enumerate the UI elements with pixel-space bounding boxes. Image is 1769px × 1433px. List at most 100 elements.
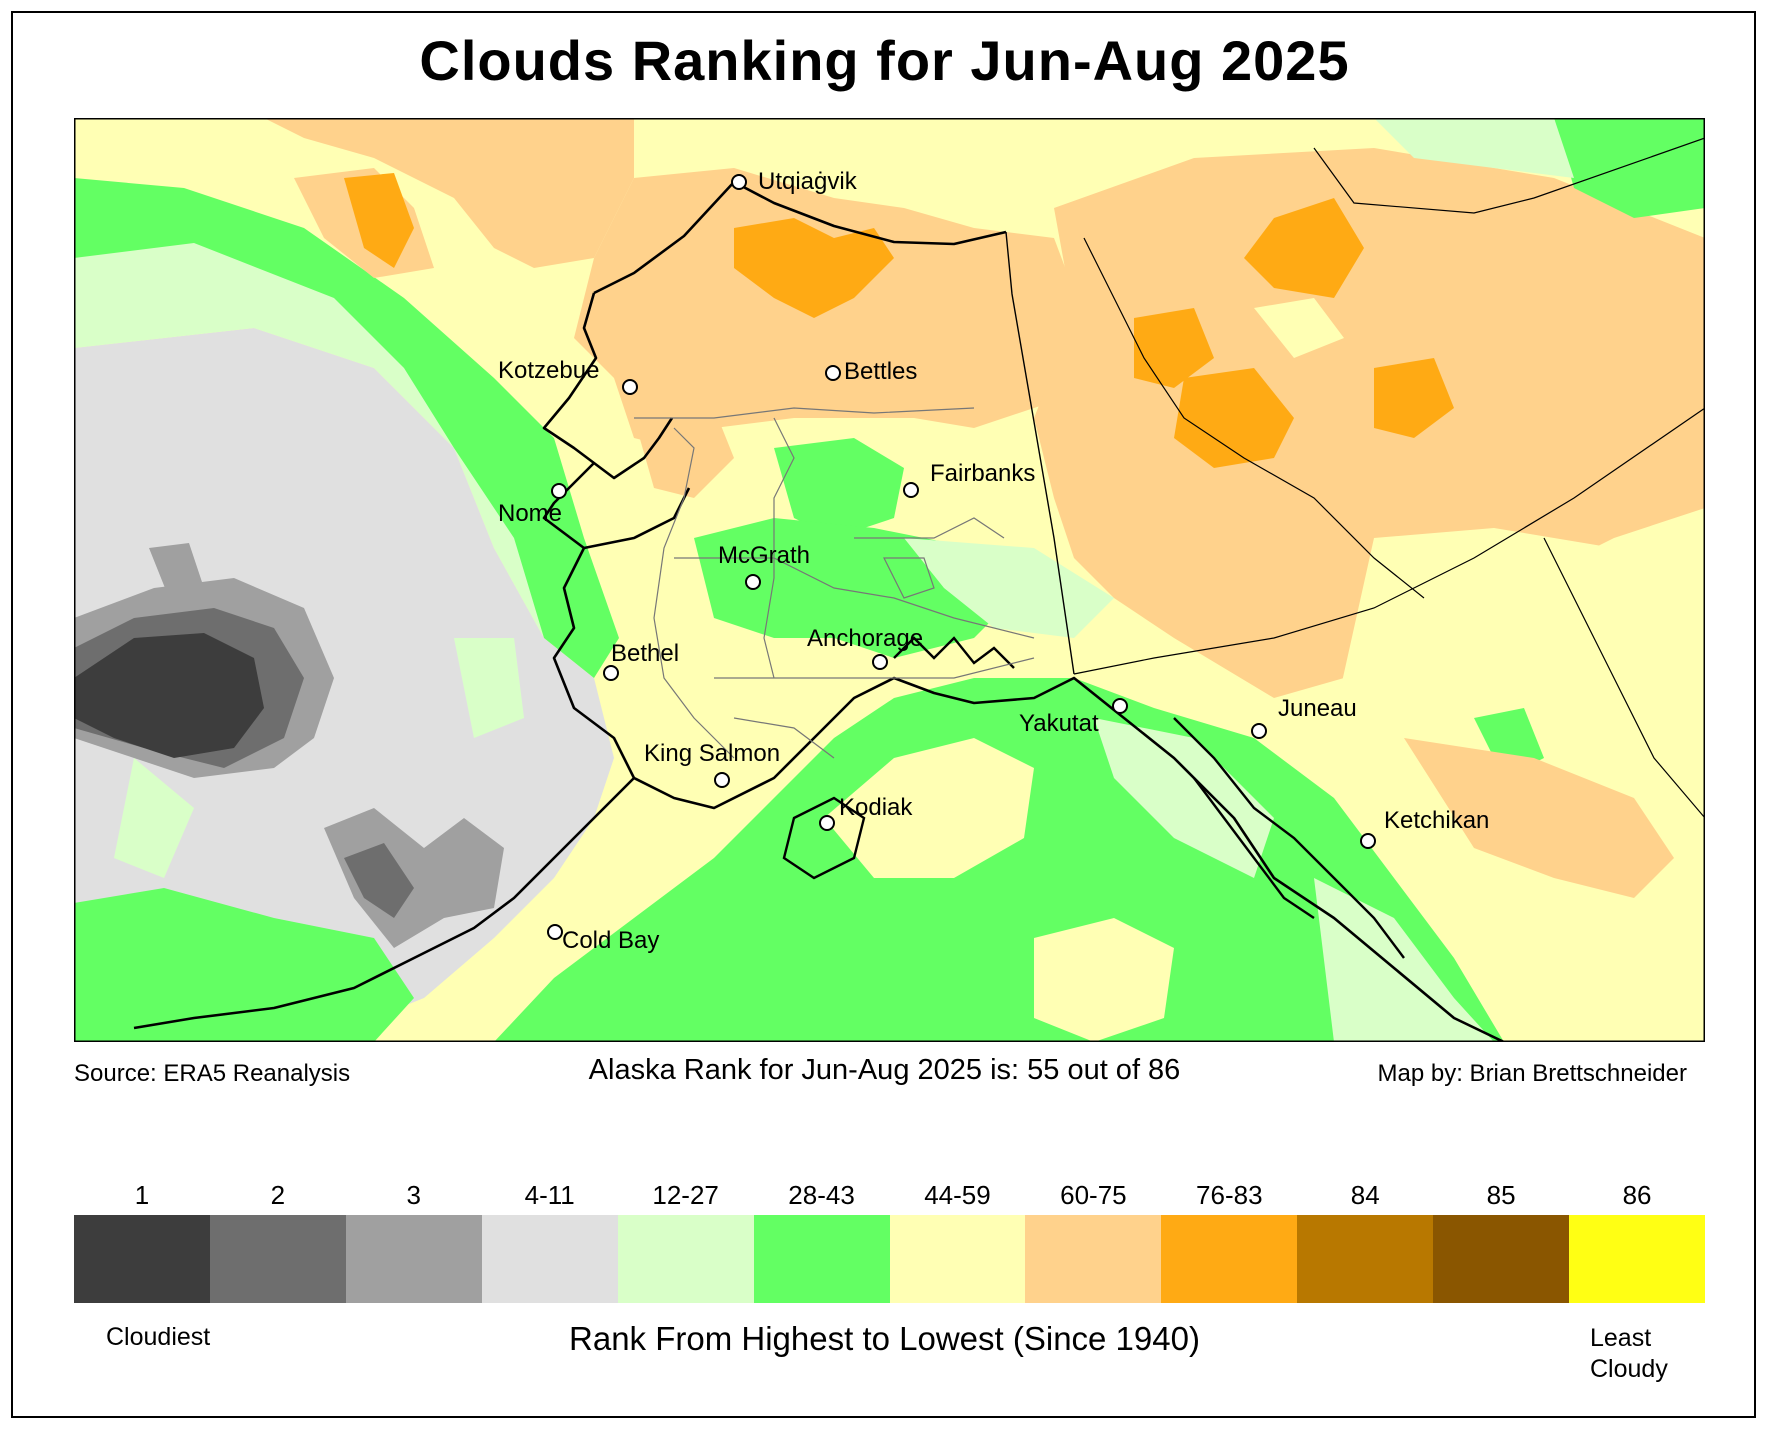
region-orange-bc-north — [1374, 358, 1454, 438]
region-rank-1-west — [74, 633, 264, 758]
region-green-canada-arctic — [1554, 118, 1705, 218]
legend-swatch-2 — [209, 1215, 347, 1303]
region-orange-arctic-west — [344, 173, 414, 268]
city-label-kotzebue: Kotzebue — [498, 357, 599, 384]
region-light-yellow-gulf-south — [1034, 918, 1174, 1042]
legend-colorbar — [74, 1215, 1706, 1303]
city-marker-kotzebue — [622, 379, 638, 395]
city-marker-anchorage — [872, 654, 888, 670]
city-label-cold-bay: Cold Bay — [562, 927, 659, 954]
region-light-green-southwest — [114, 758, 194, 878]
region-orange-yukon-south — [1174, 368, 1294, 468]
city-label-juneau: Juneau — [1278, 695, 1357, 722]
region-green-west-band — [74, 178, 619, 678]
region-rank-2-mid — [344, 843, 414, 918]
city-marker-bethel — [603, 665, 619, 681]
legend-bin-label-4: 4-11 — [524, 1180, 575, 1210]
region-tan-northwest — [264, 118, 634, 268]
legend-bin-label-10: 84 — [1350, 1180, 1380, 1210]
city-label-yakutat: Yakutat — [1019, 710, 1099, 737]
city-label-kodiak: Kodiak — [839, 794, 913, 821]
city-label-bethel: Bethel — [611, 640, 679, 667]
city-marker-juneau — [1251, 723, 1267, 739]
legend-low-end-label: Cloudiest — [106, 1323, 211, 1351]
legend-swatch-8 — [1025, 1215, 1162, 1303]
legend-swatch-5 — [617, 1215, 755, 1303]
legend-bin-label-5: 12-27 — [652, 1180, 719, 1210]
legend-swatch-6 — [753, 1215, 890, 1303]
city-marker-cold-bay — [547, 924, 563, 940]
bc-border-east — [1543, 537, 1705, 819]
region-green-interior — [774, 438, 904, 538]
state-rank-statement: Alaska Rank for Jun-Aug 2025 is: 55 out … — [588, 1054, 1181, 1086]
region-rank-3-north — [149, 543, 204, 598]
region-light-green-gulf — [1094, 718, 1274, 878]
map-title: Clouds Ranking for Jun-Aug 2025 — [419, 29, 1350, 92]
legend-swatch-11 — [1433, 1215, 1570, 1303]
region-light-green-canada-arctic — [1374, 118, 1574, 178]
legend-bin-label-7: 44-59 — [924, 1180, 991, 1210]
alaska-coastline — [133, 180, 1505, 1042]
city-marker-mcgrath — [745, 574, 761, 590]
source-note: Source: ERA5 Reanalysis — [74, 1060, 351, 1087]
city-marker-utqiagvik — [731, 174, 747, 190]
city-marker-bettles — [825, 365, 841, 381]
legend-bin-label-8: 60-75 — [1060, 1180, 1127, 1210]
city-label-ketchikan: Ketchikan — [1384, 807, 1489, 834]
author-credit: Map by: Brian Brettschneider — [1377, 1060, 1687, 1087]
region-light-yellow-yukon — [1254, 298, 1344, 358]
city-label-nome: Nome — [498, 500, 562, 527]
region-tan-interior-west — [634, 408, 734, 498]
legend-high-end-label: Least Cloudy — [1590, 1323, 1690, 1385]
city-marker-ketchikan — [1360, 833, 1376, 849]
city-label-king-salmon: King Salmon — [644, 740, 780, 767]
legend-bin-label-11: 85 — [1486, 1180, 1516, 1210]
city-label-mcgrath: McGrath — [718, 542, 810, 569]
region-orange-north-slope — [734, 218, 894, 318]
legend-swatch-1 — [74, 1215, 211, 1303]
legend-title: Rank From Highest to Lowest (Since 1940) — [569, 1320, 1200, 1357]
legend-swatch-10 — [1297, 1215, 1434, 1303]
city-marker-nome — [551, 483, 567, 499]
legend-swatch-7 — [889, 1215, 1026, 1303]
region-light-green-southwest-2 — [454, 638, 524, 738]
legend-bin-label-12: 86 — [1622, 1180, 1652, 1210]
region-light-green-southeast — [1314, 878, 1494, 1042]
region-tan-bc-south — [1404, 738, 1674, 898]
region-light-yellow-bristol — [714, 678, 814, 758]
legend-high-end-text: Least Cloudy — [1590, 1324, 1668, 1383]
legend-swatch-4 — [481, 1215, 619, 1303]
legend-bin-label-9: 76-83 — [1196, 1180, 1263, 1210]
city-marker-yakutat — [1112, 698, 1128, 714]
kodiak-island — [782, 796, 866, 880]
legend-bin-label-6: 28-43 — [788, 1180, 855, 1210]
legend-bin-label-2: 2 — [270, 1180, 286, 1210]
city-marker-kodiak — [819, 815, 835, 831]
city-label-utqiagvik: Utqiaġvik — [758, 168, 858, 195]
prince-william-sound — [893, 636, 1015, 669]
legend-bin-label-1: 1 — [134, 1180, 150, 1210]
alaska-canada-border — [1005, 231, 1075, 675]
region-light-green-southcentral — [904, 538, 1114, 638]
city-label-bettles: Bettles — [844, 358, 917, 385]
figure-frame — [11, 11, 1756, 1418]
legend-swatch-9 — [1161, 1215, 1298, 1303]
yukon-nwt-border — [1083, 237, 1425, 599]
city-marker-king-salmon — [714, 772, 730, 788]
region-orange-yukon-north — [1244, 198, 1364, 298]
nwt-border-north — [1313, 137, 1705, 214]
city-marker-fairbanks — [903, 482, 919, 498]
legend-swatch-12 — [1569, 1215, 1706, 1303]
legend-swatch-3 — [345, 1215, 483, 1303]
city-labels: Utqiaġvik Bettles Kotzebue Fairbanks Nom… — [498, 168, 1489, 954]
map-border — [74, 118, 1705, 1042]
region-rank-3-mid — [324, 808, 504, 948]
region-green-low-left — [74, 888, 414, 1042]
region-light-yellow-gulf — [824, 738, 1034, 878]
legend-bin-label-3: 3 — [406, 1180, 422, 1210]
region-orange-yukon-central — [1134, 308, 1214, 388]
region-green-gulf — [494, 678, 1504, 1042]
rank-map: Utqiaġvik Bettles Kotzebue Fairbanks Nom… — [74, 118, 1705, 1042]
city-label-fairbanks: Fairbanks — [930, 460, 1035, 487]
southeast-islands — [1173, 717, 1405, 959]
